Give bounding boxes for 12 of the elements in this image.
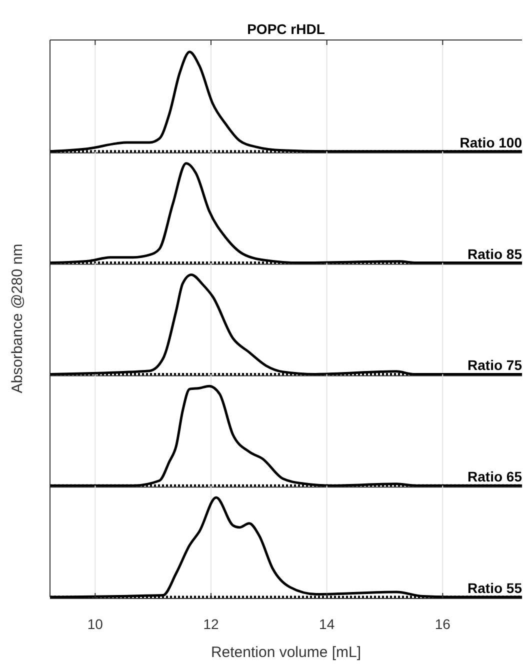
y-axis-title: Absorbance @280 nm: [9, 244, 26, 394]
x-tick-label: 16: [434, 616, 451, 632]
x-axis-title: Retention volume [mL]: [210, 644, 362, 661]
annotation: Ratio 75: [468, 357, 522, 374]
annotation: Ratio 85: [468, 246, 522, 262]
annotation: Ratio 55: [468, 580, 522, 596]
annotation: Ratio 100: [460, 134, 522, 150]
x-tick-label: 10: [87, 616, 104, 632]
x-tick-label: 14: [319, 616, 335, 632]
x-tick-label: 12: [203, 616, 219, 632]
chart-title: POPC rHDL: [247, 21, 326, 37]
annotation: Ratio 65: [468, 468, 522, 485]
